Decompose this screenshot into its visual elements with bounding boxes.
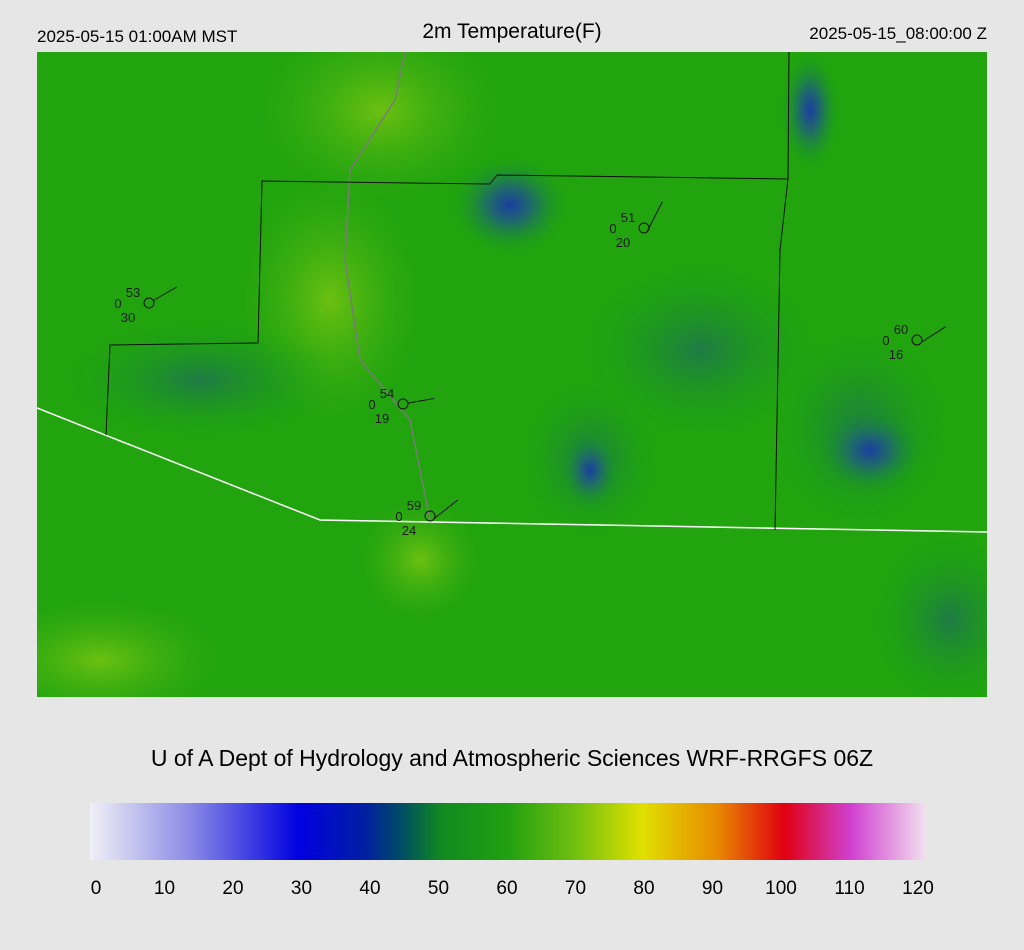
station-left: 0 bbox=[882, 333, 889, 348]
colorbar-tick-label: 10 bbox=[154, 878, 175, 899]
station-temp: 51 bbox=[621, 210, 635, 225]
colorbar-tick-label: 70 bbox=[565, 878, 586, 899]
station-circle bbox=[911, 334, 923, 346]
station-bottom: 30 bbox=[121, 310, 135, 325]
colorbar-tick-label: 80 bbox=[633, 878, 654, 899]
colorbar-tick-label: 110 bbox=[834, 878, 864, 899]
station-left: 0 bbox=[609, 221, 616, 236]
colorbar-tick-label: 100 bbox=[765, 878, 797, 899]
station-bottom: 16 bbox=[889, 347, 903, 362]
credit: U of A Dept of Hydrology and Atmospheric… bbox=[151, 745, 873, 771]
wind-barb bbox=[434, 499, 459, 519]
station-circle bbox=[143, 297, 155, 309]
wind-barb bbox=[921, 326, 947, 343]
station-temp: 59 bbox=[407, 498, 421, 513]
wind-barb bbox=[407, 397, 435, 404]
colorbar-tick-label: 40 bbox=[359, 878, 380, 899]
colorbar-tick-label: 30 bbox=[291, 878, 312, 899]
wind-barb bbox=[646, 201, 663, 233]
colorbar bbox=[90, 803, 926, 860]
colorbar-tick-label: 50 bbox=[428, 878, 449, 899]
colorbar-tick-label: 120 bbox=[902, 878, 934, 899]
station-temp: 54 bbox=[380, 386, 394, 401]
station-temp: 60 bbox=[894, 322, 908, 337]
valid-utc: 2025-05-15_08:00:00 Z bbox=[809, 24, 987, 43]
station-left: 0 bbox=[114, 296, 121, 311]
station-circle bbox=[397, 398, 409, 410]
colorbar-tick-label: 90 bbox=[702, 878, 723, 899]
station-circle bbox=[424, 510, 436, 522]
map bbox=[37, 52, 987, 697]
station-temp: 53 bbox=[126, 285, 140, 300]
colorbar-tick-label: 60 bbox=[496, 878, 517, 899]
colorbar-tick-label: 0 bbox=[91, 878, 102, 899]
station-bottom: 20 bbox=[616, 235, 630, 250]
colorbar-ticks: 0 10 20 30 40 50 60 70 80 90 100 110 120 bbox=[91, 878, 934, 899]
station-left: 0 bbox=[395, 509, 402, 524]
station-bottom: 24 bbox=[402, 523, 416, 538]
colorbar-tick-label: 20 bbox=[222, 878, 243, 899]
map-title: 2m Temperature(F) bbox=[422, 20, 601, 43]
wind-barb bbox=[153, 286, 177, 301]
valid-local: 2025-05-15 01:00AM MST bbox=[37, 27, 237, 46]
station-left: 0 bbox=[368, 397, 375, 412]
station-bottom: 19 bbox=[375, 411, 389, 426]
